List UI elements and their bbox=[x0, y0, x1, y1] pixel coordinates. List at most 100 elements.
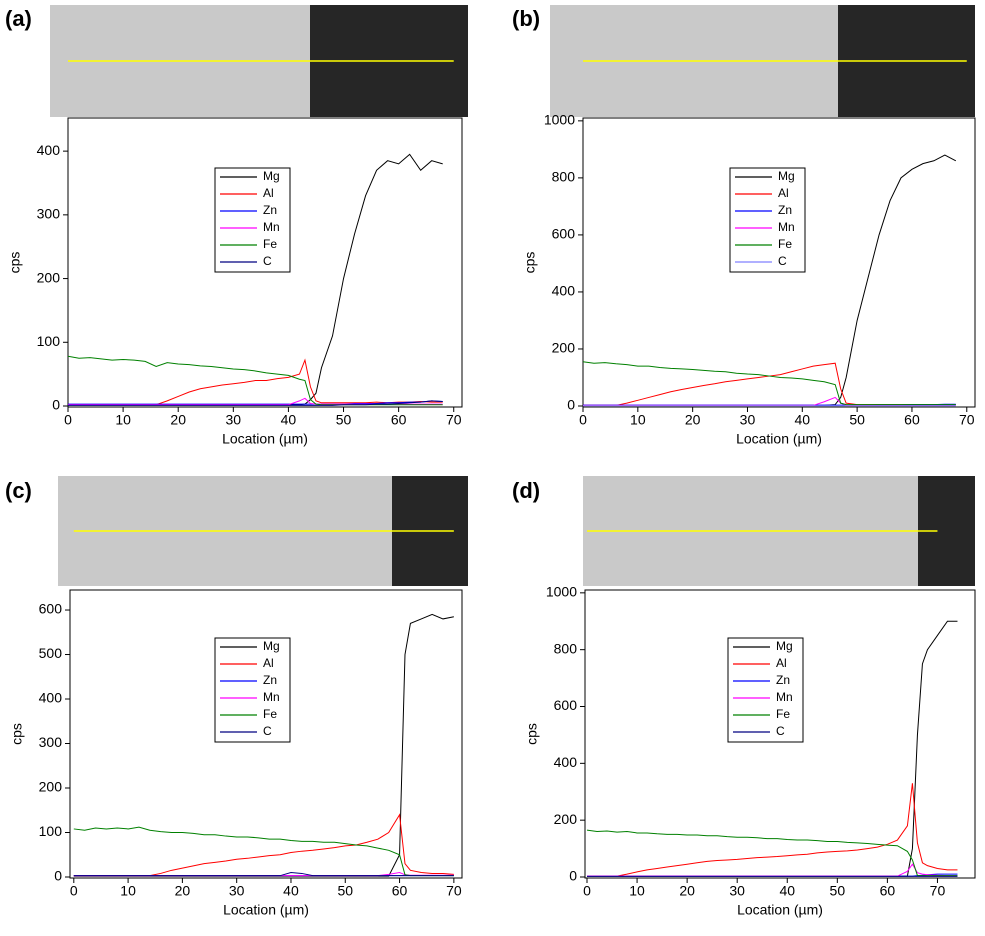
data-line bbox=[582, 361, 956, 406]
x-tick-label: 0 bbox=[583, 883, 591, 899]
y-tick-label: 1000 bbox=[544, 112, 575, 128]
legend-label: Al bbox=[776, 656, 787, 670]
x-tick-label: 10 bbox=[629, 883, 645, 899]
legend-box bbox=[729, 167, 806, 273]
x-tick-label: 30 bbox=[729, 883, 745, 899]
x-tick-label: 0 bbox=[579, 412, 587, 428]
data-line bbox=[68, 400, 443, 406]
y-tick-label: 200 bbox=[39, 779, 63, 795]
legend-label: Fe bbox=[263, 707, 277, 721]
x-axis-label: Location (µm) bbox=[222, 431, 308, 447]
panel-label: (b) bbox=[512, 6, 540, 31]
panel-label: (a) bbox=[5, 6, 32, 31]
y-tick-label: 1000 bbox=[546, 584, 577, 600]
x-tick-label: 20 bbox=[679, 883, 695, 899]
data-line bbox=[67, 355, 443, 406]
plot-frame bbox=[67, 117, 463, 408]
plot-frame bbox=[582, 117, 976, 408]
x-tick-label: 60 bbox=[904, 412, 920, 428]
x-tick-label: 30 bbox=[229, 883, 245, 899]
legend-label: Mn bbox=[778, 220, 795, 234]
y-axis-label: cps bbox=[7, 252, 23, 274]
y-tick-label: 600 bbox=[39, 601, 63, 617]
x-tick-label: 60 bbox=[391, 412, 407, 428]
legend-label: Zn bbox=[263, 203, 277, 217]
y-tick-label: 300 bbox=[39, 734, 63, 750]
x-tick-label: 20 bbox=[170, 412, 186, 428]
legend-label: C bbox=[776, 724, 785, 738]
y-tick-label: 100 bbox=[37, 333, 61, 349]
plot-frame bbox=[69, 589, 463, 879]
data-line bbox=[583, 362, 956, 406]
x-tick-label: 70 bbox=[446, 883, 462, 899]
legend-label: C bbox=[778, 254, 787, 268]
y-tick-label: 400 bbox=[552, 283, 576, 299]
x-axis-label: Location (µm) bbox=[736, 431, 822, 447]
legend-label: Mn bbox=[263, 220, 280, 234]
y-tick-label: 200 bbox=[552, 340, 576, 356]
y-tick-label: 300 bbox=[37, 206, 61, 222]
legend-label: Al bbox=[263, 656, 274, 670]
x-tick-label: 10 bbox=[120, 883, 136, 899]
y-tick-label: 400 bbox=[39, 690, 63, 706]
x-tick-label: 40 bbox=[795, 412, 811, 428]
legend-box bbox=[214, 167, 291, 273]
legend-label: C bbox=[263, 254, 272, 268]
x-tick-label: 40 bbox=[779, 883, 795, 899]
legend-label: Mg bbox=[263, 639, 280, 653]
data-line bbox=[587, 863, 958, 877]
y-tick-label: 0 bbox=[569, 868, 577, 884]
y-tick-label: 500 bbox=[39, 645, 63, 661]
x-tick-label: 60 bbox=[880, 883, 896, 899]
x-tick-label: 30 bbox=[740, 412, 756, 428]
legend-label: Fe bbox=[778, 237, 792, 251]
legend-label: Al bbox=[778, 186, 789, 200]
y-axis-label: cps bbox=[524, 723, 540, 745]
data-line bbox=[73, 872, 454, 877]
y-axis-label: cps bbox=[522, 252, 538, 274]
x-tick-label: 50 bbox=[336, 412, 352, 428]
y-tick-label: 800 bbox=[554, 640, 578, 656]
legend-label: Fe bbox=[263, 237, 277, 251]
y-tick-label: 100 bbox=[39, 823, 63, 839]
plot-frame bbox=[584, 589, 976, 879]
x-tick-label: 0 bbox=[70, 883, 78, 899]
x-axis-label: Location (µm) bbox=[737, 902, 823, 918]
y-tick-label: 0 bbox=[567, 397, 575, 413]
y-tick-label: 0 bbox=[54, 868, 62, 884]
x-tick-label: 10 bbox=[115, 412, 131, 428]
y-tick-label: 800 bbox=[552, 169, 576, 185]
x-tick-label: 50 bbox=[830, 883, 846, 899]
legend-box bbox=[214, 637, 291, 743]
x-tick-label: 10 bbox=[630, 412, 646, 428]
legend-label: Zn bbox=[263, 673, 277, 687]
y-tick-label: 400 bbox=[554, 754, 578, 770]
legend-label: Zn bbox=[778, 203, 792, 217]
x-tick-label: 0 bbox=[64, 412, 72, 428]
x-axis-label: Location (µm) bbox=[223, 902, 309, 918]
x-tick-label: 70 bbox=[930, 883, 946, 899]
y-tick-label: 400 bbox=[37, 142, 61, 158]
y-axis-label: cps bbox=[9, 723, 25, 745]
panel-label: (d) bbox=[512, 478, 540, 503]
x-tick-label: 70 bbox=[446, 412, 462, 428]
x-tick-label: 20 bbox=[175, 883, 191, 899]
panel-label: (c) bbox=[5, 478, 32, 503]
data-line bbox=[68, 400, 443, 405]
y-tick-label: 600 bbox=[554, 697, 578, 713]
legend-label: Al bbox=[263, 186, 274, 200]
legend-box bbox=[727, 637, 804, 743]
legend-label: Mg bbox=[778, 169, 795, 183]
legend-label: Zn bbox=[776, 673, 790, 687]
legend-label: Mn bbox=[776, 690, 793, 704]
x-tick-label: 50 bbox=[337, 883, 353, 899]
legend-label: Fe bbox=[776, 707, 790, 721]
y-tick-label: 200 bbox=[554, 811, 578, 827]
data-line bbox=[73, 813, 454, 877]
legend-label: C bbox=[263, 724, 272, 738]
x-tick-label: 40 bbox=[281, 412, 297, 428]
data-line bbox=[68, 358, 443, 406]
legend-label: Mg bbox=[776, 639, 793, 653]
legend-label: Mg bbox=[263, 169, 280, 183]
